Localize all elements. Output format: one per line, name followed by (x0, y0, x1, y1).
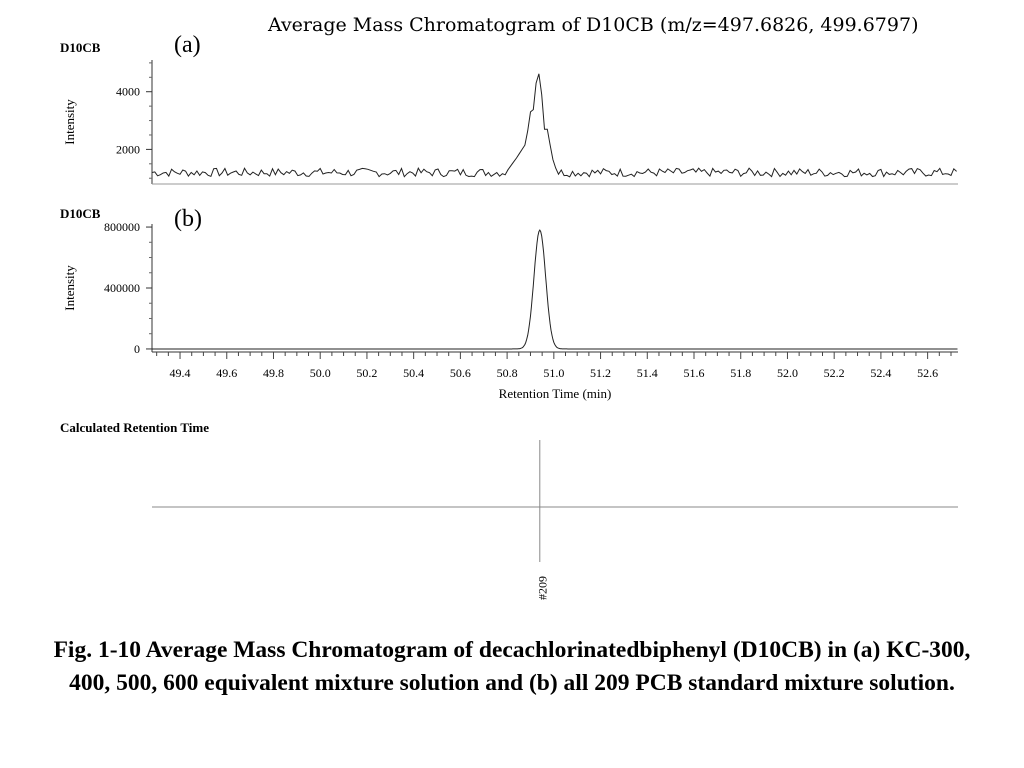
panel-a-label: (a) (174, 32, 201, 58)
panel-b-xtick-label: 51.4 (637, 366, 658, 380)
panel-b: 0 400000 800000 49.4 49.6 49.8 50.0 50.2 50.4 50… (62, 220, 958, 401)
calc-section-title: Calculated Retention Time (60, 420, 210, 435)
panel-b-ytick-label: 400000 (104, 281, 140, 295)
panel-b-xtick-label: 50.2 (356, 366, 377, 380)
panel-a-compound: D10CB (60, 40, 101, 55)
panel-b-xtick-label: 52.6 (917, 366, 938, 380)
panel-b-xtick-label: 52.2 (824, 366, 845, 380)
peak-label-209: #209 (535, 576, 550, 600)
panel-a: 2000 4000 Intensity (62, 60, 958, 185)
panel-a-ylabel: Intensity (62, 99, 77, 145)
panel-b-xtick-label: 49.6 (216, 366, 237, 380)
panel-b-xtick-label: 51.0 (543, 366, 564, 380)
panel-b-xtick-label: 51.8 (730, 366, 751, 380)
panel-b-xtick-label: 50.8 (497, 366, 518, 380)
panel-b-xtick-label: 52.0 (777, 366, 798, 380)
panel-b-ytick-label: 800000 (104, 220, 140, 234)
calculated-rt-strip (152, 440, 958, 562)
panel-b-xtick-label: 52.4 (870, 366, 891, 380)
chromatogram-figure: 2000 4000 Intensity 0 400000 800000 49.4 49.… (62, 60, 958, 562)
panel-b-ytick-label: 0 (134, 342, 140, 356)
panel-b-xtick-label: 50.0 (310, 366, 331, 380)
figure-caption: Fig. 1-10 Average Mass Chromatogram of d… (53, 637, 971, 696)
panel-b-series-line (152, 229, 958, 350)
panel-b-xtick-label: 50.6 (450, 366, 471, 380)
panel-a-ytick-label: 4000 (116, 85, 140, 99)
panel-b-label: (b) (174, 206, 202, 232)
panel-b-xtick-label: 51.2 (590, 366, 611, 380)
panel-b-xtick-label: 50.4 (403, 366, 424, 380)
panel-a-ytick-label: 2000 (116, 142, 140, 156)
panel-b-compound: D10CB (60, 206, 101, 221)
panel-b-xtick-label: 49.4 (170, 366, 191, 380)
panel-b-xtick-label: 49.8 (263, 366, 284, 380)
chart-title: Average Mass Chromatogram of D10CB (m/z=… (268, 14, 919, 36)
panel-b-xtick-label: 51.6 (684, 366, 705, 380)
panel-a-series-line (151, 73, 957, 178)
panel-b-xlabel: Retention Time (min) (499, 386, 612, 401)
panel-b-ylabel: Intensity (62, 265, 77, 311)
